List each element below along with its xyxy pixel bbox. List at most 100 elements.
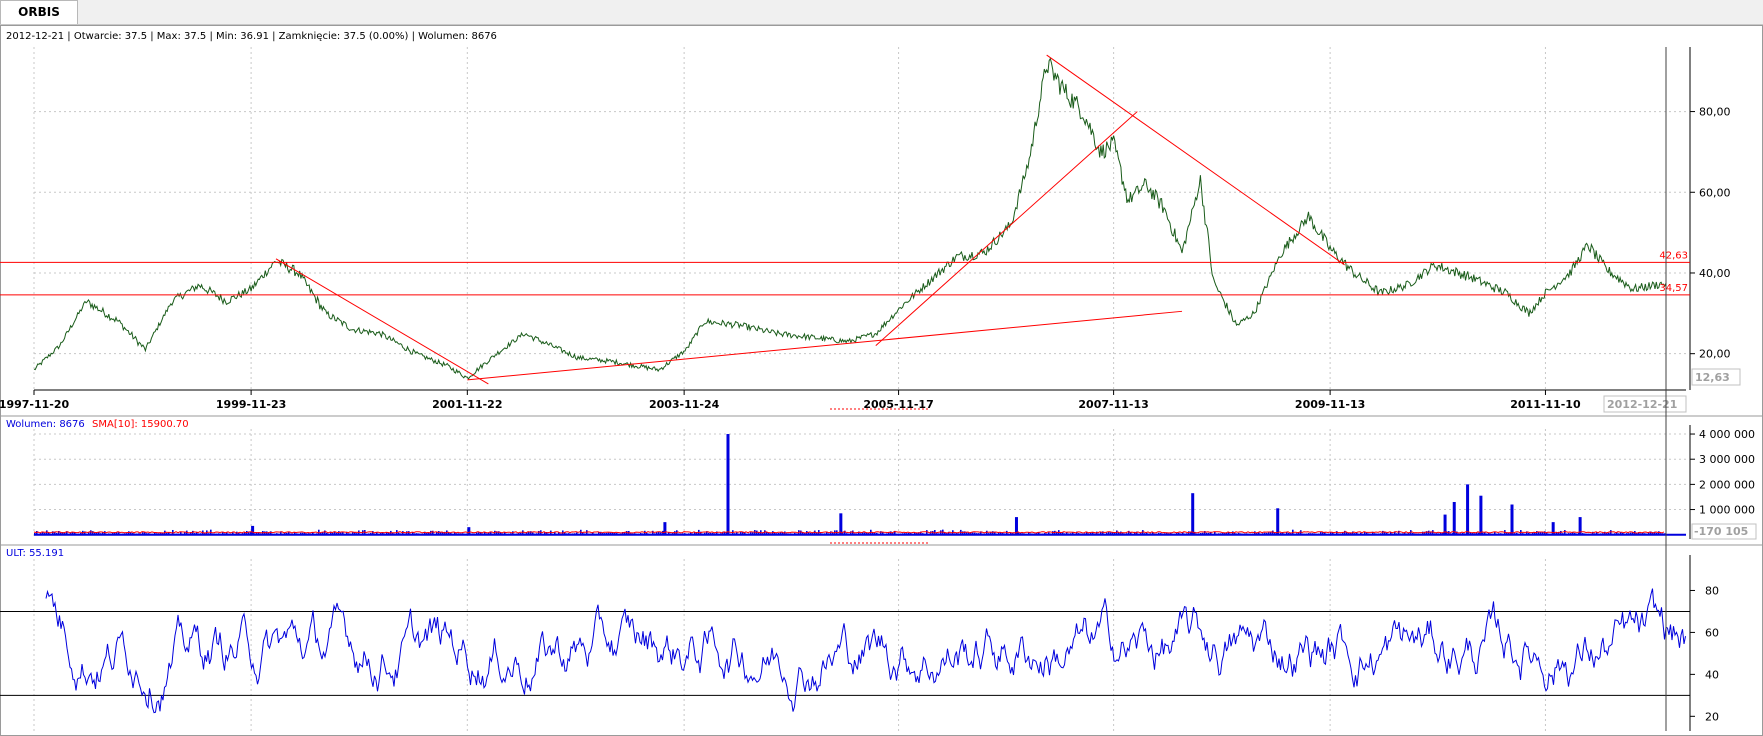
volume-bar: [162, 532, 164, 535]
volume-bar: [1630, 532, 1632, 535]
volume-bar: [830, 531, 832, 535]
volume-bar: [1620, 532, 1622, 535]
price-level-label: 42,63: [1659, 250, 1688, 261]
volume-bar: [1428, 530, 1430, 535]
volume-bar: [1182, 532, 1184, 535]
oscillator-y-tick-label: 20: [1705, 710, 1719, 723]
price-x-tick-label: 2007-11-13: [1078, 398, 1148, 411]
volume-bar: [428, 532, 430, 535]
volume-bar: [742, 531, 744, 535]
price-x-tick-label: 2003-11-24: [649, 398, 720, 411]
volume-bar: [490, 531, 492, 535]
volume-bar: [1268, 532, 1270, 535]
volume-bar: [1592, 531, 1594, 535]
volume-bar: [1560, 530, 1562, 535]
volume-bar: [226, 531, 228, 535]
volume-bar: [880, 531, 882, 535]
volume-bar: [1282, 532, 1284, 535]
volume-bar: [538, 530, 540, 535]
volume-bar: [1018, 532, 1020, 535]
volume-bar: [1298, 532, 1300, 535]
tab-orbis[interactable]: ORBIS: [0, 0, 78, 24]
volume-spike-bar: [1276, 508, 1280, 535]
volume-bar: [1616, 532, 1618, 535]
volume-bar: [868, 532, 870, 535]
volume-bar: [62, 532, 64, 535]
volume-bar: [600, 531, 602, 535]
volume-title: Wolumen: 8676: [6, 419, 85, 430]
oscillator-title: ULT: 55.191: [6, 548, 64, 559]
volume-bar: [700, 531, 702, 535]
volume-bar: [112, 532, 114, 535]
volume-bar: [1398, 530, 1400, 535]
volume-bar: [1658, 531, 1660, 535]
trend-line: [1046, 54, 1345, 266]
volume-bar: [372, 531, 374, 535]
volume-bar: [690, 532, 692, 535]
volume-bar: [1456, 531, 1458, 535]
chart-frame: [0, 25, 1763, 736]
volume-bar: [84, 531, 86, 535]
volume-bar: [478, 532, 480, 535]
volume-bar: [354, 531, 356, 535]
volume-bar: [66, 531, 68, 535]
volume-bar: [914, 532, 916, 535]
volume-bar: [972, 532, 974, 535]
volume-bar: [232, 531, 234, 535]
volume-bar: [484, 531, 486, 535]
volume-bar: [910, 532, 912, 535]
volume-spike-bar: [1551, 522, 1555, 535]
volume-low-label: -170 105: [1694, 525, 1748, 538]
volume-bar: [500, 532, 502, 535]
volume-bar: [322, 532, 324, 535]
volume-bar: [892, 532, 894, 535]
volume-bar: [180, 531, 182, 535]
volume-bar: [1086, 531, 1088, 535]
price-low-box: [1691, 368, 1741, 386]
volume-bar: [1472, 532, 1474, 535]
volume-bar: [944, 532, 946, 535]
volume-bar: [498, 531, 500, 535]
volume-y-tick-label: 4 000 000: [1699, 428, 1755, 441]
volume-bar: [750, 532, 752, 535]
oscillator-panel: 20 40 60 80 ULT: 55.191: [0, 544, 1763, 731]
volume-bar: [758, 532, 760, 535]
volume-bar: [768, 532, 770, 535]
volume-bar: [496, 531, 498, 535]
volume-bar: [1336, 531, 1338, 535]
volume-bar: [964, 531, 966, 535]
volume-bar: [752, 532, 754, 535]
price-y-tick-label: 80,00: [1699, 106, 1731, 119]
volume-bar: [1596, 532, 1598, 535]
volume-bar: [782, 532, 784, 535]
price-y-tick-label: 60,00: [1699, 186, 1731, 199]
volume-bar: [312, 532, 314, 535]
volume-bar: [1072, 531, 1074, 535]
volume-bar: [1272, 530, 1274, 535]
volume-bar: [722, 531, 724, 535]
volume-spike-bar: [1443, 514, 1447, 535]
volume-bar: [334, 531, 336, 535]
volume-bar: [1564, 530, 1566, 535]
price-x-tick-label: 2009-11-13: [1295, 398, 1365, 411]
volume-bar: [320, 532, 322, 535]
current-date-label: 2012-12-21: [1607, 398, 1677, 411]
volume-bar: [658, 531, 660, 535]
volume-bar: [826, 531, 828, 535]
volume-bar: [1134, 531, 1136, 535]
volume-bar: [142, 532, 144, 535]
volume-bar: [244, 532, 246, 535]
volume-bar: [864, 532, 866, 535]
volume-bar: [1442, 532, 1444, 535]
volume-bar: [1526, 531, 1528, 535]
price-y-tick-label: 40,00: [1699, 267, 1731, 280]
volume-bar: [1610, 530, 1612, 535]
volume-bar: [1558, 531, 1560, 535]
trend-line: [875, 111, 1138, 346]
volume-bar: [1342, 532, 1344, 535]
volume-bar: [440, 532, 442, 535]
volume-bar: [1112, 532, 1114, 535]
volume-bar: [114, 532, 116, 535]
volume-bar: [116, 532, 118, 535]
volume-bar: [160, 532, 162, 535]
